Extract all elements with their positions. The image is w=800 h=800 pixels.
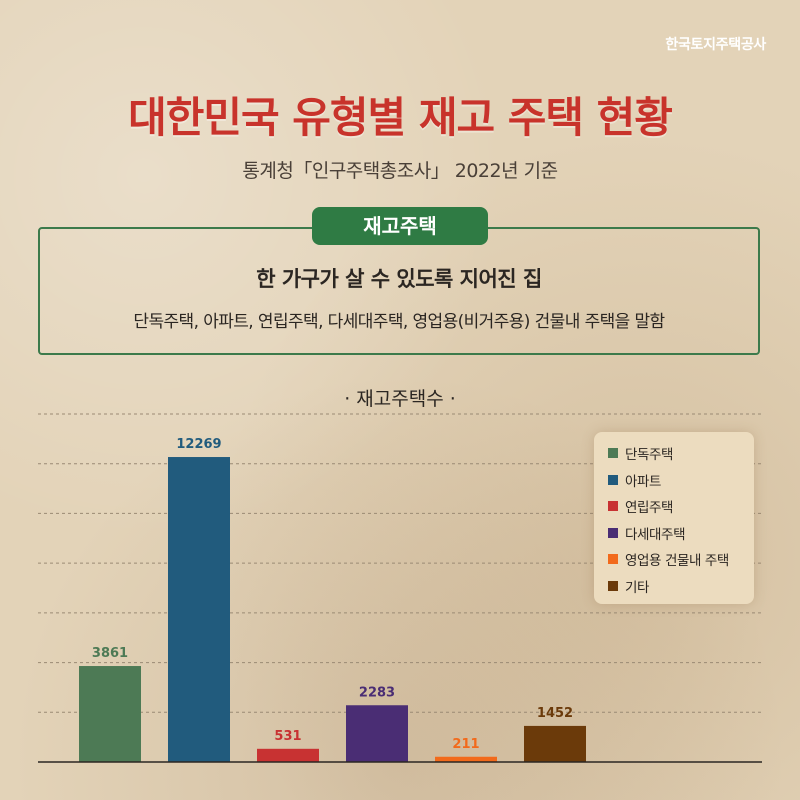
legend-label: 기타 xyxy=(625,579,650,596)
legend-item: 연립주택 xyxy=(608,493,754,520)
page-subtitle: 통계청「인구주택총조사」 2022년 기준 xyxy=(242,160,558,182)
definition-heading: 한 가구가 살 수 있도록 지어진 집 xyxy=(256,267,542,291)
bar-3 xyxy=(346,705,408,762)
page-title: 대한민국 유형별 재고 주택 현황 xyxy=(128,93,673,142)
legend-swatch xyxy=(608,474,618,485)
legend-swatch xyxy=(608,580,618,591)
legend-swatch xyxy=(608,554,618,565)
bar-1 xyxy=(168,457,230,762)
bar-0 xyxy=(79,666,141,762)
definition-label: 재고주택 xyxy=(312,207,488,245)
legend-item: 단독주택 xyxy=(608,440,754,467)
brand-logo-text: 한국토지주택공사 xyxy=(665,37,766,53)
legend-swatch xyxy=(608,501,618,512)
legend-label: 다세대주택 xyxy=(625,526,686,543)
bar-value-label: 3861 xyxy=(92,646,128,661)
legend-label: 아파트 xyxy=(625,473,662,490)
bar-value-label: 531 xyxy=(274,729,301,744)
legend-item: 영업용 건물내 주택 xyxy=(608,546,754,573)
bar-value-label: 1452 xyxy=(537,706,573,721)
bar-5 xyxy=(524,725,586,762)
legend-item: 다세대주택 xyxy=(608,520,754,547)
legend-label: 영업용 건물내 주택 xyxy=(625,553,729,570)
bar-2 xyxy=(257,748,319,762)
chart-heading: · 재고주택수 · xyxy=(344,388,456,410)
bar-4 xyxy=(435,756,497,762)
legend-label: 단독주택 xyxy=(625,447,674,464)
legend-label: 연립주택 xyxy=(625,500,674,517)
definition-body: 단독주택, 아파트, 연립주택, 다세대주택, 영업용(비거주용) 건물내 주택… xyxy=(133,312,665,332)
legend-item: 기타 xyxy=(608,573,754,600)
bar-value-label: 12269 xyxy=(176,437,221,452)
legend-swatch xyxy=(608,527,618,538)
legend-swatch xyxy=(608,448,618,459)
legend-item: 아파트 xyxy=(608,467,754,494)
bar-value-label: 2283 xyxy=(359,685,395,700)
bar-value-label: 211 xyxy=(452,737,479,752)
